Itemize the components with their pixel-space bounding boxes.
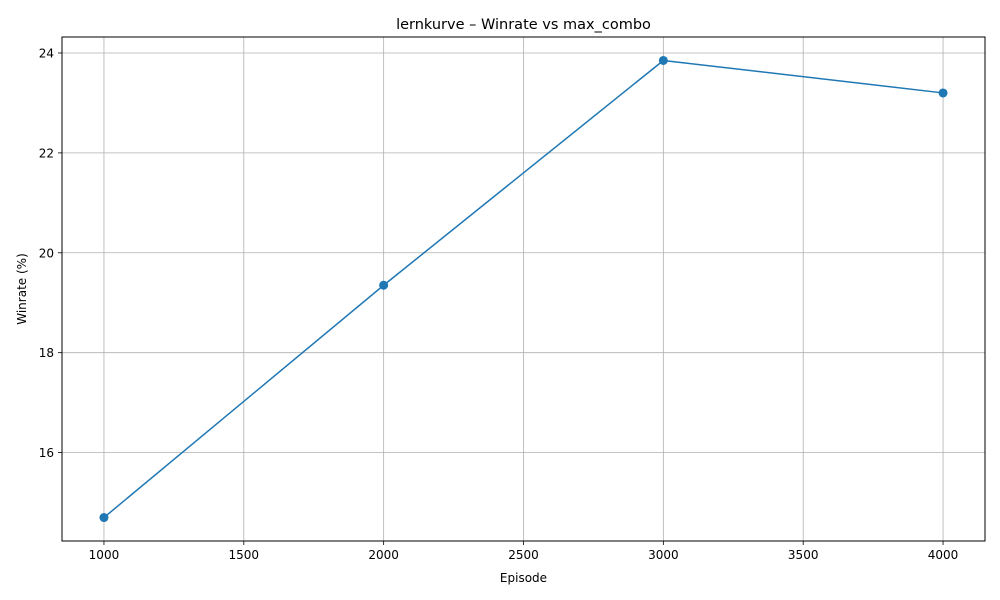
y-tick-label: 22 <box>39 146 54 160</box>
x-tick-label: 4000 <box>928 548 959 562</box>
x-tick-label: 2500 <box>508 548 539 562</box>
x-tick-label: 3500 <box>788 548 819 562</box>
x-tick-label: 2000 <box>368 548 399 562</box>
data-point <box>379 281 388 290</box>
x-axis-label: Episode <box>500 571 547 585</box>
data-point <box>99 513 108 522</box>
y-tick-label: 18 <box>39 346 54 360</box>
y-tick-label: 16 <box>39 446 54 460</box>
y-tick-label: 20 <box>39 246 54 260</box>
x-tick-label: 3000 <box>648 548 679 562</box>
y-tick-label: 24 <box>39 46 54 60</box>
x-tick-label: 1500 <box>229 548 260 562</box>
data-point <box>939 88 948 97</box>
y-axis-label: Winrate (%) <box>15 253 29 325</box>
chart-title: lernkurve – Winrate vs max_combo <box>396 17 651 33</box>
data-point <box>659 56 668 65</box>
x-tick-label: 1000 <box>89 548 120 562</box>
